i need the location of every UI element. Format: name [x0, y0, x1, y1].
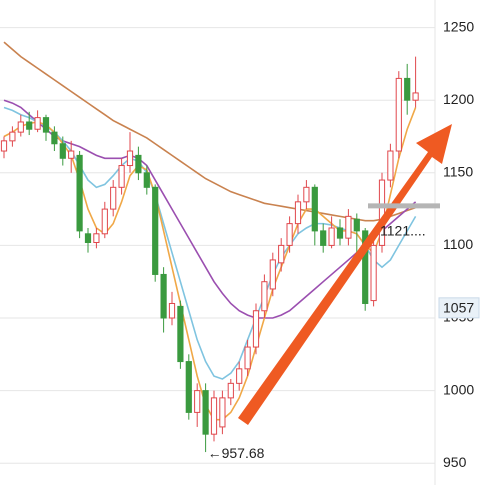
- candle-body: [51, 131, 58, 145]
- candle-body: [9, 131, 16, 142]
- grid: [0, 0, 436, 485]
- candle-body: [26, 121, 33, 130]
- y-tick-label: 1150: [443, 164, 473, 180]
- candle-body: [68, 150, 75, 159]
- candle-body: [236, 368, 243, 384]
- candle-body: [101, 208, 108, 235]
- ma-line: [3, 41, 416, 222]
- candle-body: [177, 305, 184, 363]
- candle-body: [34, 117, 41, 130]
- candle-body: [345, 215, 352, 239]
- trend-arrow: [238, 124, 452, 425]
- candle-body: [0, 140, 8, 152]
- price-tag-box: [438, 297, 480, 319]
- candle-body: [76, 154, 83, 232]
- candle-body: [370, 244, 377, 302]
- candle-body: [303, 186, 310, 203]
- candle-body: [261, 281, 268, 312]
- candle-body: [219, 397, 226, 428]
- candle-body: [110, 186, 117, 210]
- candle-body: [185, 361, 192, 413]
- candle-body: [278, 244, 285, 264]
- candle-body: [328, 227, 335, 246]
- candle-body: [118, 165, 125, 188]
- candle-body: [17, 121, 24, 133]
- candle-body: [395, 77, 402, 152]
- candle-body: [84, 233, 92, 244]
- candle-body: [353, 218, 360, 232]
- candle-body: [412, 92, 419, 101]
- price-tag-label: 1057: [443, 300, 474, 316]
- y-tick-label: 1000: [443, 381, 474, 397]
- y-tick-label: 1200: [443, 91, 474, 107]
- candle-body: [210, 397, 218, 435]
- candle-body: [286, 223, 293, 246]
- candle-body: [378, 179, 386, 246]
- candle-body: [387, 150, 394, 181]
- candle-body: [194, 390, 201, 413]
- candle-body: [152, 186, 159, 275]
- candle-body: [320, 230, 327, 246]
- candle-body: [336, 227, 344, 239]
- candle-body: [252, 310, 260, 348]
- candle-body: [362, 230, 369, 304]
- candle-body: [404, 77, 411, 101]
- candle-body: [227, 382, 234, 399]
- reference-label: 1121....: [380, 223, 426, 239]
- candle-body: [244, 346, 251, 370]
- candle-body: [202, 390, 209, 435]
- candle-body: [269, 259, 276, 290]
- candle-body: [294, 201, 302, 225]
- candles: [0, 56, 419, 453]
- y-tick-label: 1100: [443, 236, 473, 252]
- candle-body: [160, 273, 167, 319]
- candle-body: [143, 172, 150, 188]
- candle-body: [126, 150, 134, 167]
- y-tick-label: 950: [443, 454, 467, 470]
- candle-body: [59, 143, 66, 159]
- labels: 950100010501100115012001250←957.681121..…: [208, 18, 480, 470]
- candle-body: [168, 302, 176, 319]
- low-label: ←957.68: [208, 445, 265, 461]
- candle-body: [42, 117, 50, 133]
- y-tick-label: 1250: [443, 18, 474, 34]
- candle-body: [311, 186, 318, 232]
- candle-body: [93, 233, 100, 244]
- ma-line: [3, 99, 417, 319]
- candle-body: [135, 154, 142, 174]
